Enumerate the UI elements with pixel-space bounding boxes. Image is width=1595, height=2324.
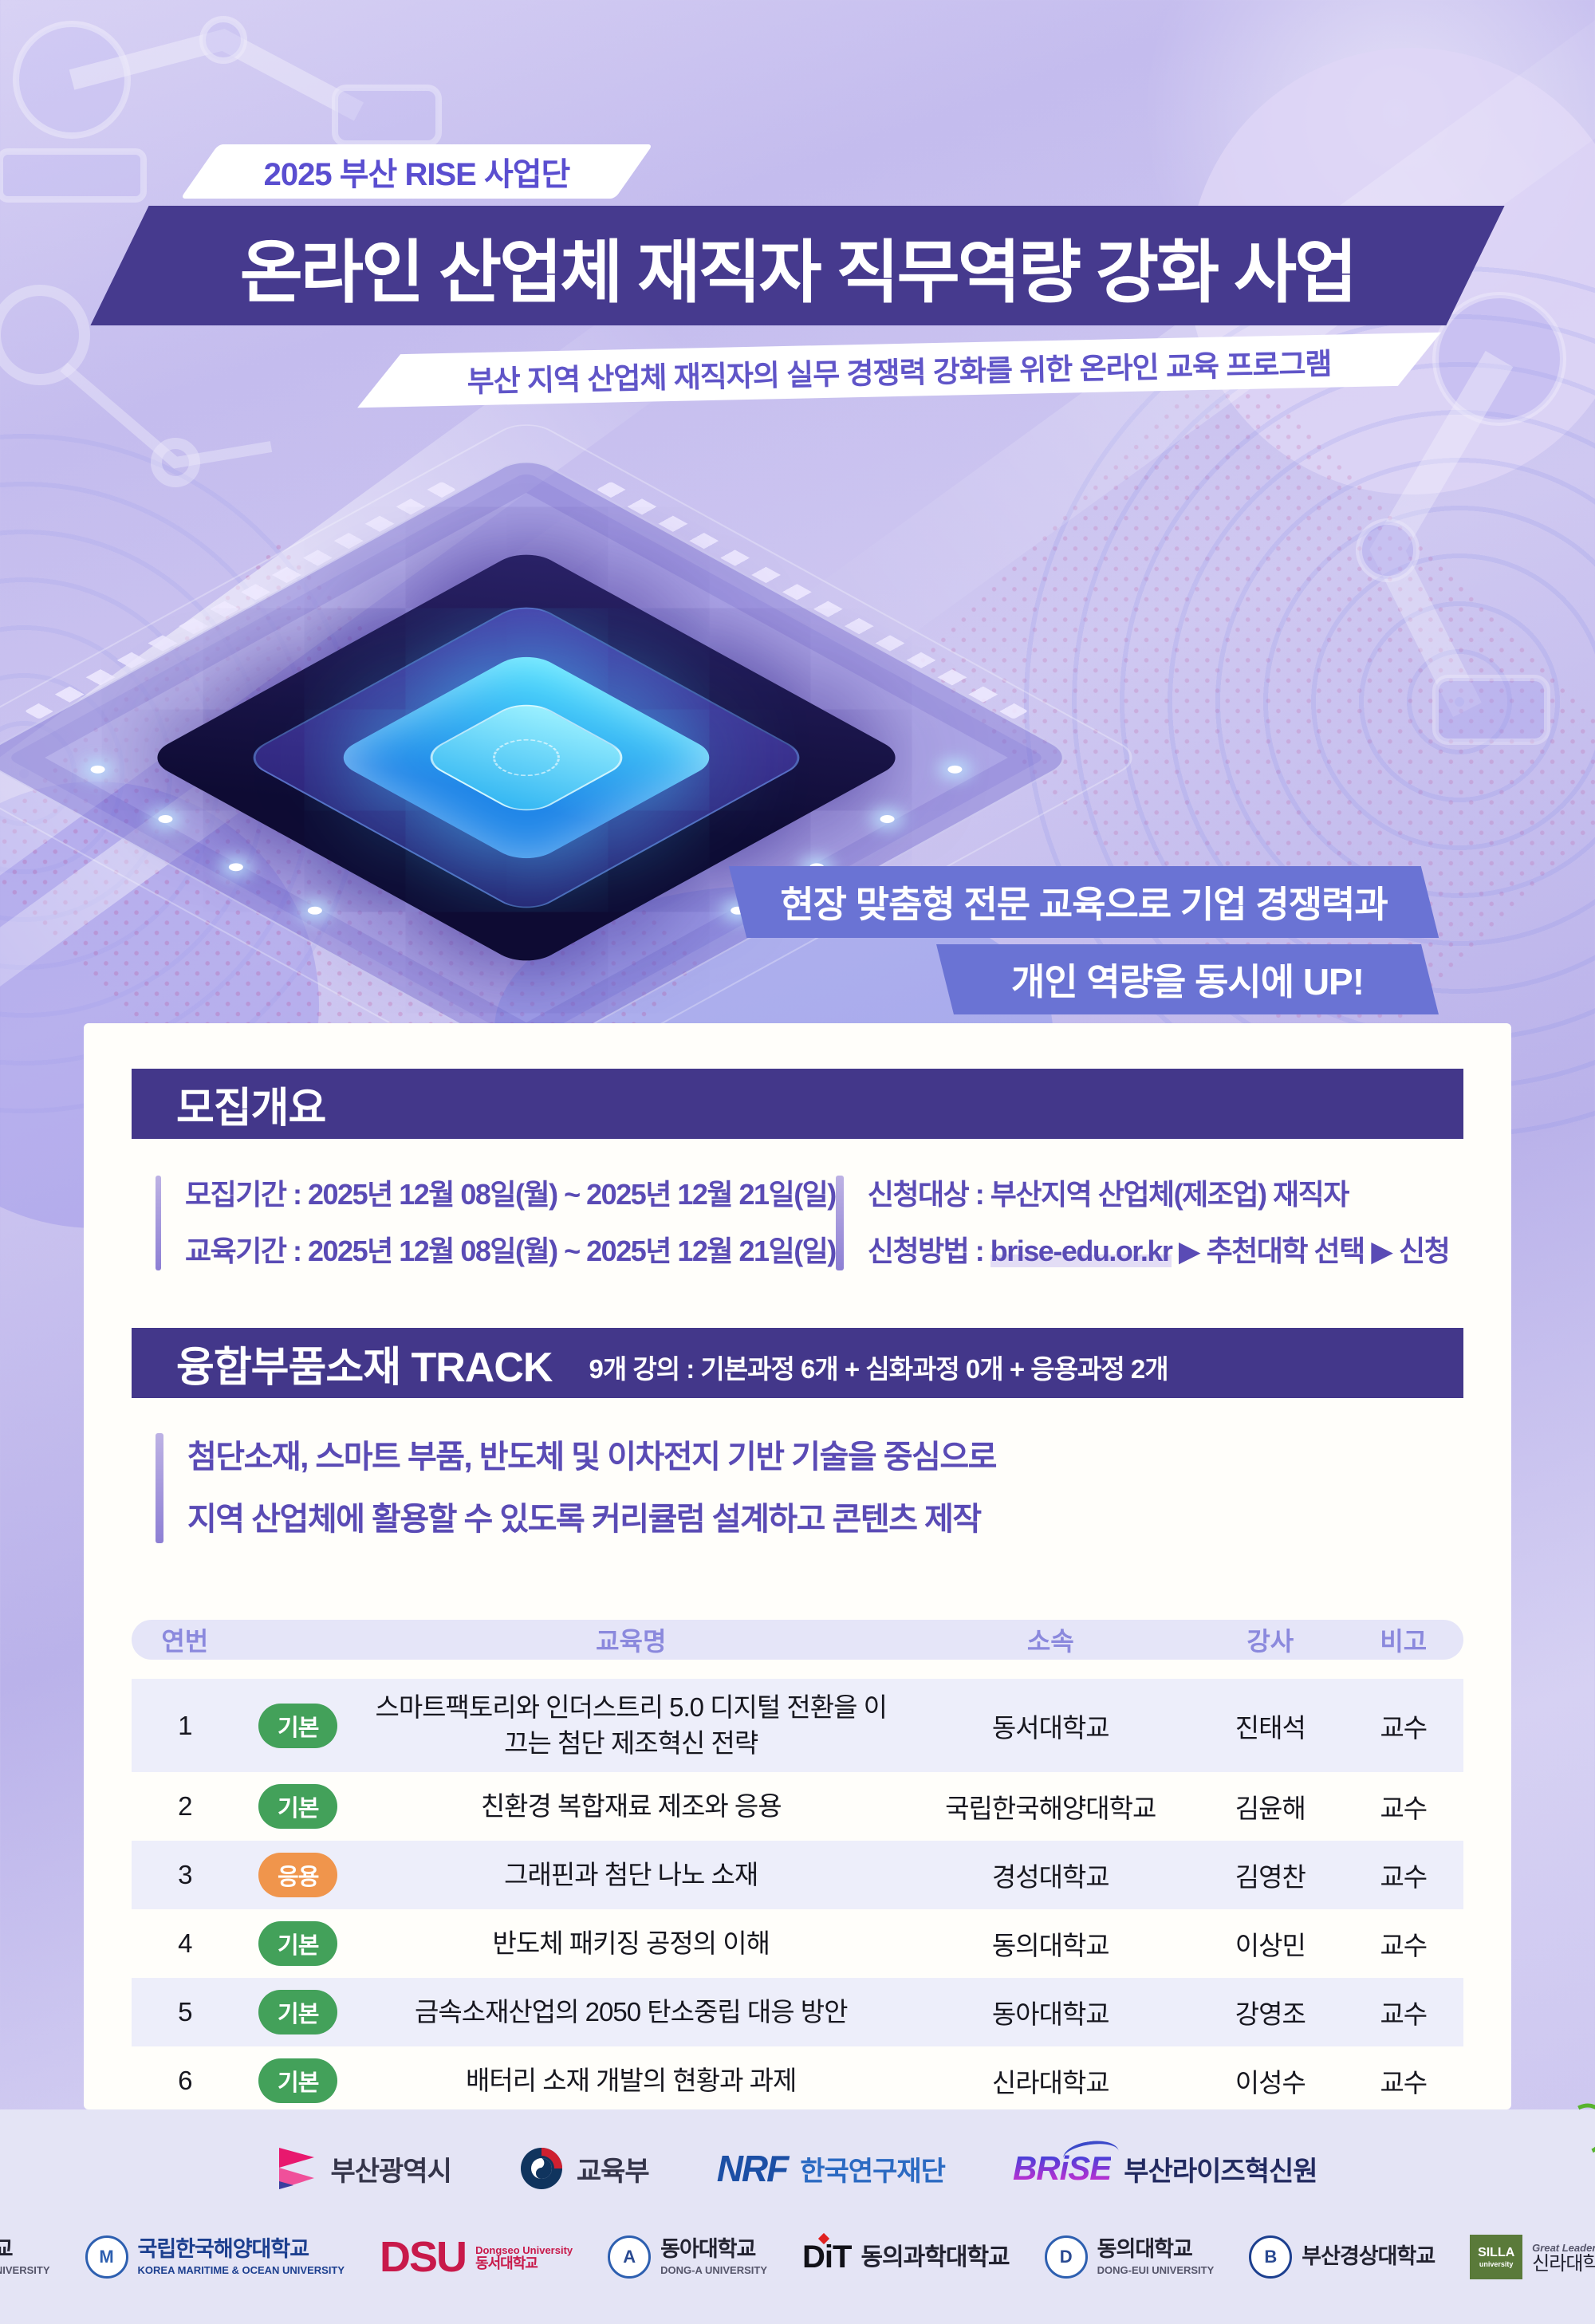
level-badge: 기본 [258, 2058, 338, 2104]
level-badge: 기본 [258, 1784, 338, 1830]
dongeui-seal-icon: D [1044, 2235, 1088, 2279]
uni-dongeui: D 동의대학교 DONG-EUI UNIVERSITY [1044, 2235, 1214, 2279]
busan-city-logo-icon [279, 2148, 315, 2189]
uni-dongseo: DSU Dongseo University 동서대학교 [380, 2233, 573, 2281]
table-row: 4 기본 반도체 패키징 공정의 이해 동의대학교 이상민 교수 [132, 1909, 1463, 1978]
table-row: 6 기본 배터리 소재 개발의 현황과 과제 신라대학교 이성수 교수 [132, 2046, 1463, 2115]
recruit-section-header: 모집개요 [132, 1069, 1463, 1139]
level-badge: 응용 [258, 1853, 338, 1898]
hero-banner-line1: 현장 맞춤형 전문 교육으로 기업 경쟁력과 [738, 866, 1430, 938]
recruit-section-title: 모집개요 [176, 1085, 326, 1132]
apply-site-link[interactable]: brise-edu.or.kr [990, 1234, 1173, 1267]
brise-swoosh-icon [1061, 2137, 1121, 2172]
recruit-period-block: 모집기간 : 2025년 12월 08일(월) ~ 2025년 12월 21일(… [156, 1176, 837, 1271]
education-period: 교육기간 : 2025년 12월 08일(월) ~ 2025년 12월 21일(… [185, 1234, 837, 1267]
table-row: 5 기본 금속소재산업의 2050 탄소중립 대응 방안 동아대학교 강영조 교… [132, 1978, 1463, 2047]
sponsor-logos: 부산광역시 교육부 NRF 한국연구재단 BRiSE 부산라이즈혁신원 [0, 2097, 1595, 2191]
accent-bar [156, 1433, 163, 1544]
poster-title-band: 온라인 산업체 재직자 직무역량 강화 사업 [120, 206, 1475, 325]
accent-bar [156, 1176, 162, 1271]
table-row: 2 기본 친환경 복합재료 제조와 응용 국립한국해양대학교 김윤해 교수 [132, 1772, 1463, 1841]
uni-donga: A 동아대학교 DONG-A UNIVERSITY [608, 2235, 767, 2279]
moe-logo: 교육부 [519, 2146, 650, 2191]
chip-illustration [0, 375, 1147, 1099]
uni-kmou: M 국립한국해양대학교 KOREA MARITIME & OCEAN UNIVER… [85, 2235, 345, 2279]
level-badge: 기본 [258, 1990, 338, 2035]
content-panel: 모집개요 모집기간 : 2025년 12월 08일(월) ~ 2025년 12월… [84, 1023, 1511, 2241]
brise-logo: BRiSE 부산라이즈혁신원 [1013, 2137, 1318, 2188]
brise-logo-icon: BRiSE [1013, 2137, 1121, 2188]
silla-logo-icon: SILLA university [1470, 2235, 1523, 2279]
apply-target: 신청대상 : 부산지역 산업체(제조업) 재직자 [867, 1178, 1350, 1211]
page-title: 온라인 산업체 재직자 직무역량 강화 사업 [239, 234, 1358, 311]
apply-info-block: 신청대상 : 부산지역 산업체(제조업) 재직자 신청방법 : brise-ed… [835, 1176, 1463, 1271]
table-row: 3 응용 그래핀과 첨단 나노 소재 경성대학교 김영찬 교수 [132, 1841, 1463, 1910]
recruit-info: 모집기간 : 2025년 12월 08일(월) ~ 2025년 12월 21일(… [156, 1176, 1463, 1271]
dsu-logo-icon: DSU [380, 2233, 467, 2281]
track-description: 첨단소재, 스마트 부품, 반도체 및 이차전지 기반 기술을 중심으로 지역 … [156, 1433, 1463, 1544]
university-logos: K 경성대학교KYUNGSUNG UNIVERSITY M 국립한국해양대학교K… [0, 2232, 1595, 2282]
kmou-seal-icon: M [85, 2235, 128, 2279]
moe-logo-icon [520, 2148, 562, 2189]
recruit-period: 모집기간 : 2025년 12월 08일(월) ~ 2025년 12월 21일(… [185, 1178, 837, 1211]
accent-bar [835, 1176, 844, 1271]
level-badge: 기본 [258, 1921, 338, 1967]
uni-dit: DiT 동의과학대학교 [802, 2239, 1010, 2275]
program-year-badge: 2025 부산 RISE 사업단 [199, 144, 634, 199]
uni-busan-kyungsang: B 부산경상대학교 [1249, 2235, 1436, 2279]
nrf-swoosh-icon [1555, 2097, 1595, 2162]
apply-method: 신청방법 : brise-edu.or.kr ▶ 추천대학 선택 ▶ 신청 [867, 1234, 1451, 1267]
track-course-count: 9개 강의 : 기본과정 6개 + 심화과정 0개 + 응용과정 2개 [589, 1354, 1168, 1385]
course-table-header: 연번 교육명 소속 강사 비고 [132, 1620, 1463, 1660]
donga-seal-icon: A [608, 2235, 652, 2279]
nrf-logo: NRF 한국연구재단 [716, 2097, 1595, 2190]
level-badge: 기본 [258, 1703, 338, 1748]
nrf-logo-icon: NRF [716, 2148, 790, 2189]
dit-logo-icon: DiT [802, 2239, 852, 2275]
footer: 부산광역시 교육부 NRF 한국연구재단 BRiSE 부산라이즈혁신원 [0, 2097, 1595, 2324]
track-section-title: 융합부품소재 TRACK [176, 1344, 553, 1391]
track-section-header: 융합부품소재 TRACK 9개 강의 : 기본과정 6개 + 심화과정 0개 +… [132, 1328, 1463, 1399]
busan-kyungsang-seal-icon: B [1249, 2235, 1293, 2279]
table-row: 1 기본 스마트팩토리와 인더스트리 5.0 디지털 전환을 이끄는 첨단 제조… [132, 1679, 1463, 1773]
uni-kyungsung: K 경성대학교KYUNGSUNG UNIVERSITY [0, 2237, 50, 2276]
program-year-badge-label: 2025 부산 RISE 사업단 [263, 157, 571, 192]
hero-banner-line2: 개인 역량을 동시에 UP! [945, 944, 1430, 1014]
busan-city-logo: 부산광역시 [278, 2146, 452, 2191]
